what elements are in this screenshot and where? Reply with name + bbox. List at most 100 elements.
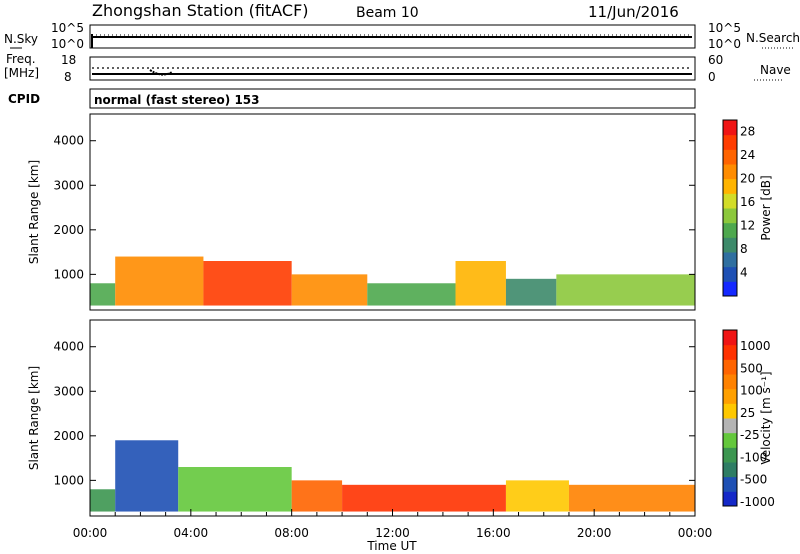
x-tick-label: 04:00 — [174, 526, 209, 540]
echo-region-4 — [342, 484, 506, 512]
freq-label: Freq. — [6, 52, 36, 66]
velocity-colorbar-label: Velocity [m s⁻¹] — [759, 371, 773, 464]
velocity-y-ticks: 1000 2000 3000 4000 — [53, 340, 695, 487]
x-tick-label: 08:00 — [274, 526, 309, 540]
nsky-right-tick-top: 10^5 — [708, 21, 741, 35]
echo-region-1 — [115, 440, 179, 512]
velocity-colorbar-tick: 25 — [740, 406, 755, 420]
time-xlabel: Time UT — [366, 539, 417, 553]
colorbar-swatch — [723, 491, 737, 507]
y-tick-label: 1000 — [53, 267, 84, 281]
colorbar-swatch — [723, 432, 737, 448]
x-tick-label: 00:00 — [678, 526, 713, 540]
colorbar-swatch — [723, 164, 737, 180]
echo-region-0 — [90, 489, 116, 512]
echo-region-3 — [291, 274, 368, 306]
colorbar-swatch — [723, 281, 737, 297]
nsky-left-tick-top: 10^5 — [51, 21, 84, 35]
velocity-panel: 1000 2000 3000 4000 00:00 04:00 08:00 12:00 16:… — [27, 319, 713, 553]
x-tick-label: 16:00 — [476, 526, 511, 540]
plot-title: Zhongshan Station (fitACF) — [92, 1, 309, 20]
cpid-label: CPID — [8, 92, 40, 106]
colorbar-swatch — [723, 266, 737, 282]
velocity-colorbar-tick: -500 — [740, 473, 767, 487]
colorbar-swatch — [723, 149, 737, 165]
power-colorbar-tick: 24 — [740, 148, 755, 162]
nsky-right-tick-bottom: 10^0 — [708, 37, 741, 51]
nsearch-label: N.Search — [746, 31, 800, 45]
power-colorbar-tick: 4 — [740, 266, 748, 280]
echo-region-4 — [367, 283, 456, 306]
colorbar-swatch — [723, 330, 737, 346]
velocity-colorbar-tick: 500 — [740, 361, 763, 375]
echo-region-3 — [291, 480, 343, 512]
nsky-label: N.Sky — [4, 32, 38, 46]
colorbar-frame — [722, 119, 738, 297]
colorbar-swatch — [723, 447, 737, 463]
power-colorbar-tick: 8 — [740, 242, 748, 256]
nsky-left-tick-bottom: 10^0 — [51, 37, 84, 51]
colorbar-swatch — [723, 178, 737, 194]
y-tick-label: 3000 — [53, 178, 84, 192]
power-ylabel: Slant Range [km] — [27, 160, 41, 264]
freq-panel: Freq. [MHz] 18 8 60 0 Nave — [4, 52, 791, 84]
beam-label: Beam 10 — [356, 5, 419, 21]
velocity-colorbar-tick: 100 — [740, 384, 763, 398]
freq-units-label: [MHz] — [4, 66, 39, 80]
freq-right-tick-top: 60 — [708, 53, 723, 67]
colorbar-swatch — [723, 344, 737, 360]
echo-region-5 — [505, 480, 569, 512]
velocity-colorbar: 1000 500 100 25 -25 -100 -500 -1000 Velocity [m… — [722, 329, 775, 509]
colorbar-swatch — [723, 374, 737, 390]
velocity-colorbar-tick: -25 — [740, 428, 760, 442]
cpid-text: normal (fast stereo) 153 — [94, 93, 260, 107]
nsky-panel: N.Sky 10^5 10^0 10^5 10^0 N.Search — [4, 21, 800, 51]
colorbar-swatch — [723, 237, 737, 253]
echo-region-6 — [505, 278, 557, 306]
echo-region-2 — [178, 467, 292, 512]
power-colorbar-label: Power [dB] — [759, 175, 773, 240]
velocity-colorbar-tick: -100 — [740, 450, 767, 464]
power-colorbar-tick: 16 — [740, 195, 755, 209]
velocity-echo-regions — [90, 440, 695, 512]
velocity-colorbar-tick: -1000 — [740, 495, 775, 509]
power-colorbar-tick: 20 — [740, 172, 755, 186]
colorbar-swatch — [723, 476, 737, 492]
echo-region-6 — [568, 484, 695, 512]
y-tick-label: 3000 — [53, 384, 84, 398]
velocity-ylabel: Slant Range [km] — [27, 366, 41, 470]
power-colorbar-tick: 12 — [740, 219, 755, 233]
power-colorbar-tick: 28 — [740, 125, 755, 139]
colorbar-swatch — [723, 222, 737, 238]
colorbar-swatch — [723, 193, 737, 209]
x-tick-label: 12:00 — [375, 526, 410, 540]
power-panel: 1000 2000 3000 4000 Slant Range [km] — [27, 113, 696, 311]
echo-region-1 — [115, 256, 204, 306]
colorbar-swatch — [723, 208, 737, 224]
echo-region-7 — [556, 274, 695, 306]
echo-region-0 — [90, 283, 116, 306]
power-colorbar: 4 8 12 16 20 24 28 Power [dB] — [722, 119, 773, 297]
power-echo-regions — [90, 256, 695, 306]
velocity-colorbar-tick: 1000 — [740, 339, 771, 353]
colorbar-frame — [722, 329, 738, 507]
colorbar-swatch — [723, 134, 737, 150]
y-tick-label: 2000 — [53, 429, 84, 443]
y-tick-label: 1000 — [53, 473, 84, 487]
colorbar-swatch — [723, 359, 737, 375]
freq-right-tick-bottom: 0 — [708, 70, 716, 84]
colorbar-swatch — [723, 120, 737, 136]
time-x-ticks: 00:00 04:00 08:00 12:00 16:00 20:00 00:00 — [73, 509, 713, 540]
echo-region-5 — [455, 261, 506, 306]
date-label: 11/Jun/2016 — [588, 3, 679, 21]
freq-left-tick-bottom: 8 — [64, 70, 72, 84]
colorbar-swatch — [723, 388, 737, 404]
colorbar-swatch — [723, 252, 737, 268]
nave-label: Nave — [760, 63, 791, 77]
x-tick-label: 00:00 — [73, 526, 108, 540]
cpid-panel: CPID normal (fast stereo) 153 — [8, 88, 696, 109]
echo-region-2 — [203, 261, 292, 306]
y-tick-label: 4000 — [53, 134, 84, 148]
y-tick-label: 4000 — [53, 340, 84, 354]
